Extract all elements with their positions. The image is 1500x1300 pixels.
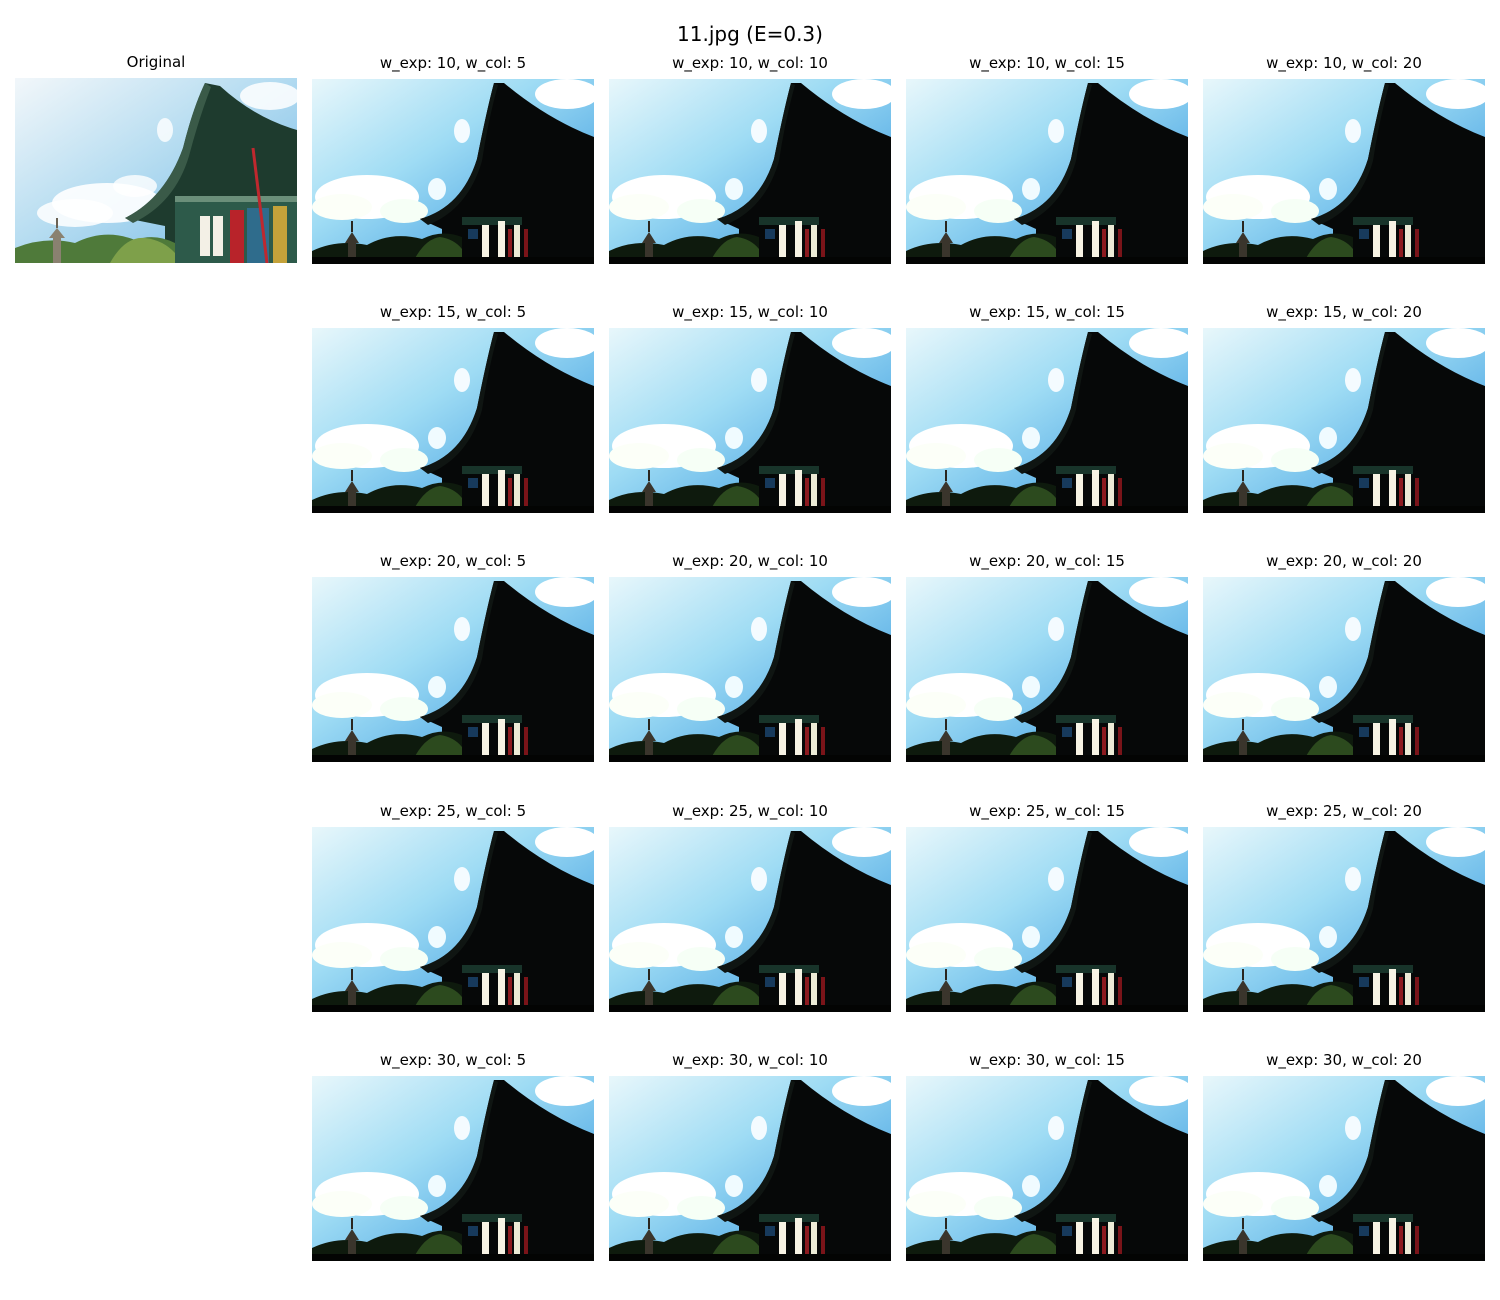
- w-exp-25-w-col-5-panel: w_exp: 25, w_col: 5: [312, 801, 594, 1012]
- w-exp-20-w-col-10-title: w_exp: 20, w_col: 10: [672, 552, 828, 570]
- w-exp-30-w-col-15-title: w_exp: 30, w_col: 15: [969, 1051, 1125, 1069]
- w-exp-10-w-col-10-image: [609, 79, 891, 264]
- w-exp-25-w-col-5-image: [312, 827, 594, 1012]
- w-exp-25-w-col-15-image: [906, 827, 1188, 1012]
- w-exp-25-w-col-15-title: w_exp: 25, w_col: 15: [969, 802, 1125, 820]
- w-exp-20-w-col-20-title: w_exp: 20, w_col: 20: [1266, 552, 1422, 570]
- w-exp-10-w-col-20-image: [1203, 79, 1485, 264]
- w-exp-15-w-col-20-panel: w_exp: 15, w_col: 20: [1203, 302, 1485, 513]
- w-exp-15-w-col-5-image: [312, 328, 594, 513]
- w-exp-15-w-col-15-panel: w_exp: 15, w_col: 15: [906, 302, 1188, 513]
- w-exp-30-w-col-10-image: [609, 1076, 891, 1261]
- w-exp-20-w-col-15-image: [906, 577, 1188, 762]
- w-exp-10-w-col-15-image: [906, 79, 1188, 264]
- w-exp-30-w-col-15-panel: w_exp: 30, w_col: 15: [906, 1050, 1188, 1261]
- w-exp-10-w-col-5-title: w_exp: 10, w_col: 5: [379, 54, 527, 72]
- w-exp-30-w-col-5-title: w_exp: 30, w_col: 5: [379, 1051, 527, 1069]
- w-exp-30-w-col-20-panel: w_exp: 30, w_col: 20: [1203, 1050, 1485, 1261]
- w-exp-25-w-col-20-title: w_exp: 25, w_col: 20: [1266, 802, 1422, 820]
- w-exp-30-w-col-5-image: [312, 1076, 594, 1261]
- w-exp-30-w-col-20-image: [1203, 1076, 1485, 1261]
- w-exp-20-w-col-5-title: w_exp: 20, w_col: 5: [379, 552, 527, 570]
- w-exp-20-w-col-10-panel: w_exp: 20, w_col: 10: [609, 551, 891, 762]
- w-exp-10-w-col-10-title: w_exp: 10, w_col: 10: [672, 54, 828, 72]
- w-exp-20-w-col-10-image: [609, 577, 891, 762]
- w-exp-10-w-col-10-panel: w_exp: 10, w_col: 10: [609, 53, 891, 264]
- w-exp-15-w-col-15-image: [906, 328, 1188, 513]
- w-exp-10-w-col-20-panel: w_exp: 10, w_col: 20: [1203, 53, 1485, 264]
- w-exp-15-w-col-10-image: [609, 328, 891, 513]
- w-exp-25-w-col-10-title: w_exp: 25, w_col: 10: [672, 802, 828, 820]
- w-exp-15-w-col-15-title: w_exp: 15, w_col: 15: [969, 303, 1125, 321]
- w-exp-25-w-col-10-image: [609, 827, 891, 1012]
- w-exp-15-w-col-5-panel: w_exp: 15, w_col: 5: [312, 302, 594, 513]
- w-exp-25-w-col-20-image: [1203, 827, 1485, 1012]
- w-exp-15-w-col-20-title: w_exp: 15, w_col: 20: [1266, 303, 1422, 321]
- original-panel: Original: [15, 52, 297, 263]
- w-exp-10-w-col-15-panel: w_exp: 10, w_col: 15: [906, 53, 1188, 264]
- w-exp-10-w-col-5-panel: w_exp: 10, w_col: 5: [312, 53, 594, 264]
- w-exp-10-w-col-20-title: w_exp: 10, w_col: 20: [1266, 54, 1422, 72]
- original-title: Original: [126, 53, 186, 71]
- w-exp-25-w-col-5-title: w_exp: 25, w_col: 5: [379, 802, 527, 820]
- w-exp-15-w-col-10-title: w_exp: 15, w_col: 10: [672, 303, 828, 321]
- w-exp-30-w-col-10-panel: w_exp: 30, w_col: 10: [609, 1050, 891, 1261]
- w-exp-25-w-col-15-panel: w_exp: 25, w_col: 15: [906, 801, 1188, 1012]
- w-exp-10-w-col-15-title: w_exp: 10, w_col: 15: [969, 54, 1125, 72]
- w-exp-20-w-col-20-image: [1203, 577, 1485, 762]
- w-exp-20-w-col-5-image: [312, 577, 594, 762]
- w-exp-30-w-col-10-title: w_exp: 30, w_col: 10: [672, 1051, 828, 1069]
- w-exp-15-w-col-20-image: [1203, 328, 1485, 513]
- w-exp-30-w-col-5-panel: w_exp: 30, w_col: 5: [312, 1050, 594, 1261]
- w-exp-10-w-col-5-image: [312, 79, 594, 264]
- w-exp-25-w-col-10-panel: w_exp: 25, w_col: 10: [609, 801, 891, 1012]
- w-exp-20-w-col-15-title: w_exp: 20, w_col: 15: [969, 552, 1125, 570]
- w-exp-20-w-col-5-panel: w_exp: 20, w_col: 5: [312, 551, 594, 762]
- w-exp-15-w-col-5-title: w_exp: 15, w_col: 5: [379, 303, 527, 321]
- w-exp-30-w-col-20-title: w_exp: 30, w_col: 20: [1266, 1051, 1422, 1069]
- figure-title: 11.jpg (E=0.3): [677, 22, 823, 46]
- w-exp-20-w-col-20-panel: w_exp: 20, w_col: 20: [1203, 551, 1485, 762]
- w-exp-30-w-col-15-image: [906, 1076, 1188, 1261]
- w-exp-25-w-col-20-panel: w_exp: 25, w_col: 20: [1203, 801, 1485, 1012]
- w-exp-15-w-col-10-panel: w_exp: 15, w_col: 10: [609, 302, 891, 513]
- w-exp-20-w-col-15-panel: w_exp: 20, w_col: 15: [906, 551, 1188, 762]
- original-image: [15, 78, 297, 263]
